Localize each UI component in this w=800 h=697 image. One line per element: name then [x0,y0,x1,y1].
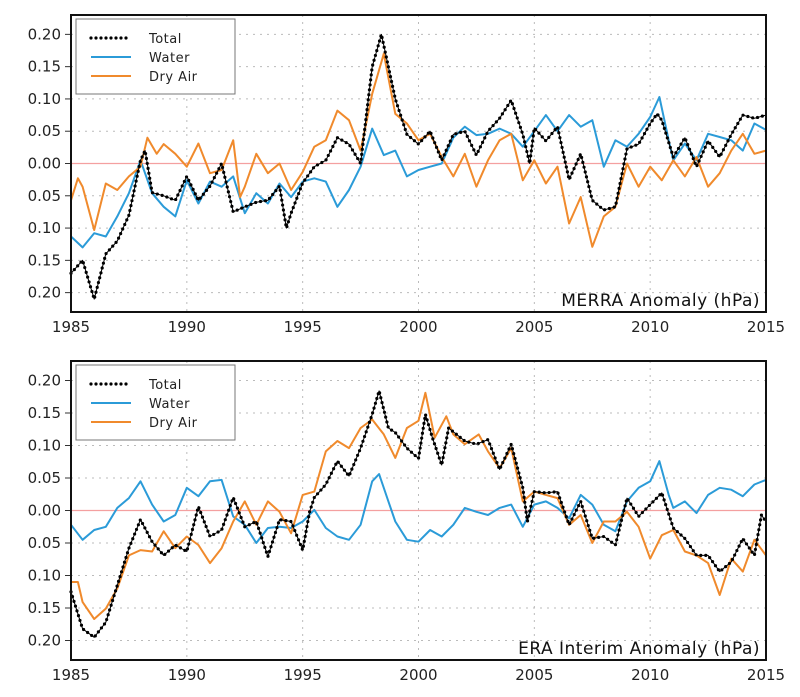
legend: Total Water Dry Air [75,364,236,441]
y-tick-label: 0.20 [28,25,61,43]
y-tick-label: 0.10 [28,437,61,455]
x-tick-label: 1995 [284,318,322,336]
x-tick-label: 1985 [52,666,90,684]
x-tick-label: 1995 [284,666,322,684]
series-line-dry-air [70,52,767,248]
chart-panel-1: 0.20 0.15 0.10 0.05 0.00 0.05 0.10 0.15 0.20 1985… [28,14,785,336]
y-tick-label: 0.10 [28,567,61,585]
series-line-water [70,96,767,249]
y-tick-label: 0.05 [28,187,61,205]
y-tick-label: 0.05 [28,122,61,140]
y-tick-label: 0.05 [28,469,61,487]
x-tick-label: 1990 [168,318,206,336]
legend-label: Dry Air [149,416,198,431]
x-tick-label: 2000 [399,318,437,336]
series-line-total [69,384,768,640]
x-tick-label: 2005 [515,666,553,684]
x-tick-label: 1985 [52,318,90,336]
x-tick-label: 2000 [399,666,437,684]
y-tick-label: 0.15 [28,58,61,76]
y-tick-label: 0.15 [28,599,61,617]
chart-panel-2: 0.20 0.15 0.10 0.05 0.00 0.05 0.10 0.15 0.20 1985… [28,360,785,684]
y-tick-label: 0.10 [28,219,61,237]
plot-frame [70,360,767,661]
y-tick-label: 0.20 [28,632,61,650]
x-tick-label: 2015 [747,666,785,684]
y-tick-label: 0.05 [28,534,61,552]
series-line-total [69,33,768,306]
y-tick-label: 0.15 [28,404,61,422]
y-tick-label: 0.10 [28,90,61,108]
legend-label: Total [148,378,182,393]
series-line-water [70,460,767,544]
x-tick-label: 2010 [631,318,669,336]
x-tick-label: 2005 [515,318,553,336]
x-tick-label: 1990 [168,666,206,684]
y-tick-label: 0.00 [28,502,61,520]
legend: Total Water Dry Air [75,18,236,95]
legend-label: Water [149,397,190,412]
y-tick-label: 0.00 [28,155,61,173]
legend-label: Dry Air [149,70,198,85]
legend-label: Total [148,32,182,47]
y-tick-label: 0.20 [28,372,61,390]
panel-title: ERA Interim Anomaly (hPa) [518,639,760,659]
legend-label: Water [149,51,190,66]
plot-frame [70,14,767,313]
y-tick-label: 0.20 [28,284,61,302]
x-tick-label: 2015 [747,318,785,336]
panel-title: MERRA Anomaly (hPa) [561,291,760,311]
series-line-dry-air [71,391,767,620]
x-tick-label: 2010 [631,666,669,684]
y-tick-label: 0.15 [28,251,61,269]
